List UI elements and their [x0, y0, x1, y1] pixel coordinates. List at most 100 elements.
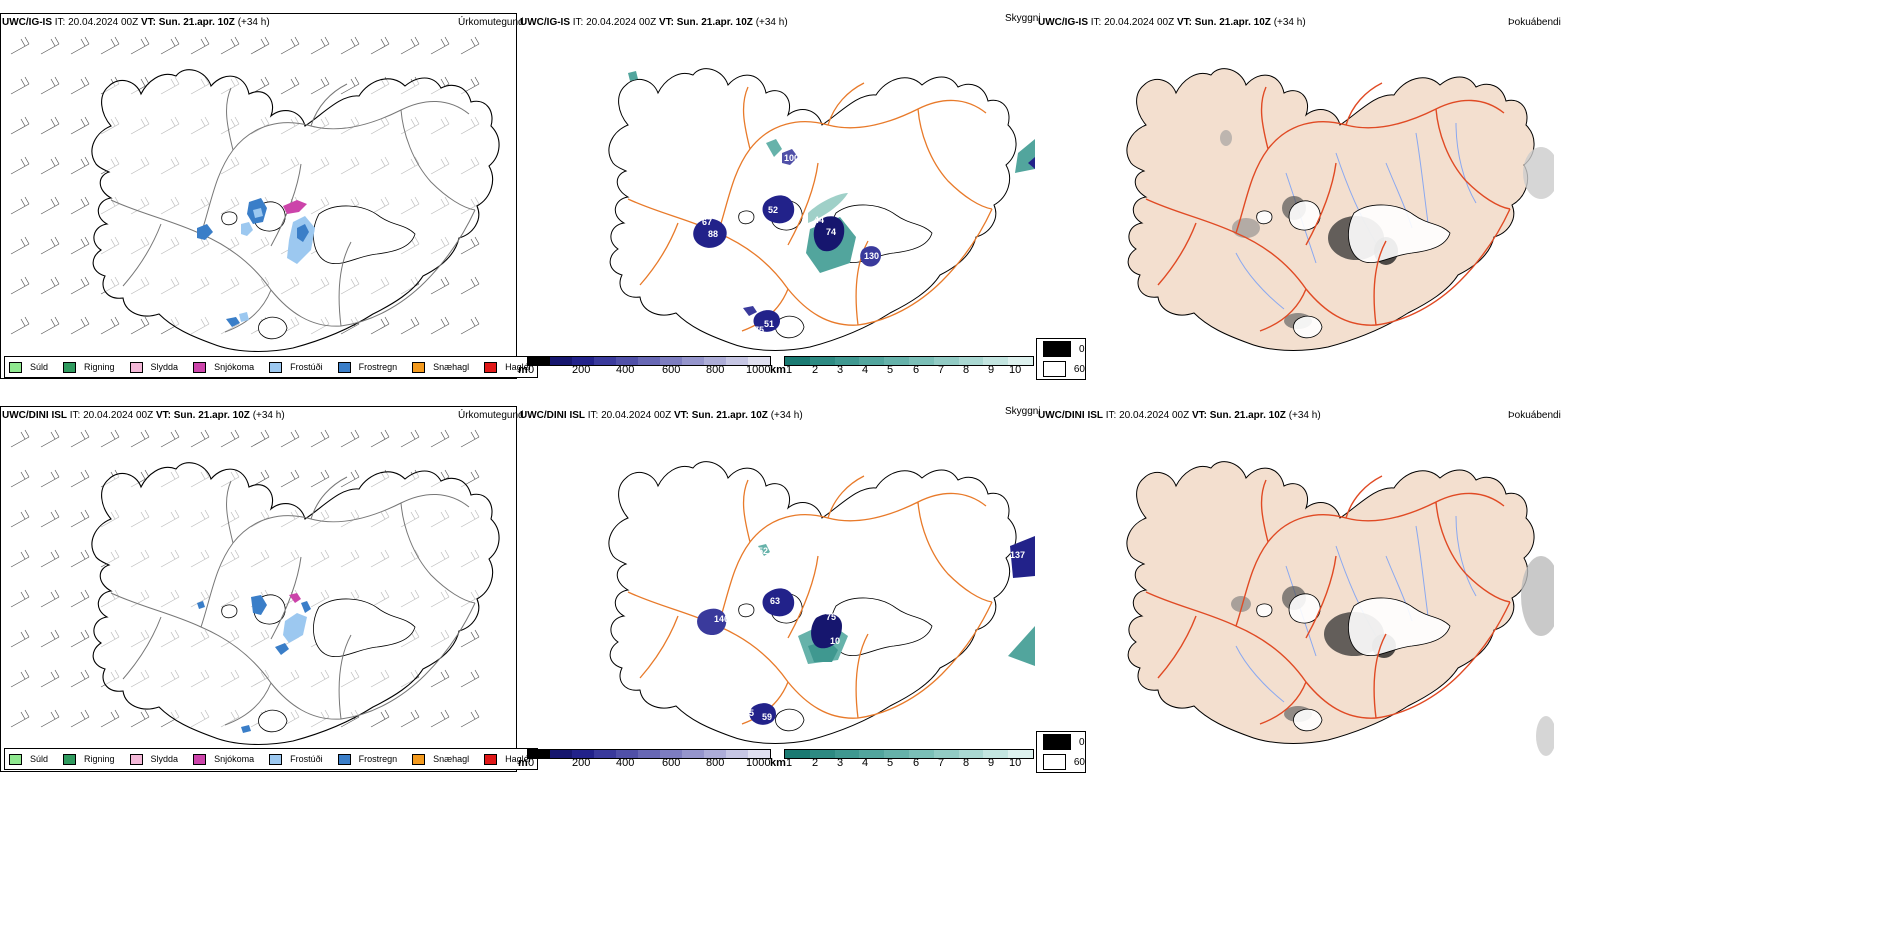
header-dini-cloud: UWC/DINI ISL IT: 20.04.2024 00Z VT: Sun.… — [520, 410, 803, 421]
scale-swatch — [528, 750, 550, 758]
scale-swatch — [983, 357, 1009, 365]
precip-map-igis — [10, 36, 500, 353]
legend-item: Haglél — [484, 753, 531, 765]
cloud-base-areas — [693, 149, 881, 332]
legend-item: Snjókoma — [193, 361, 254, 373]
scale-swatch — [594, 357, 616, 365]
cloud-base-labels: 52 88 74 44 62 130 10 75 51 60 100 67 49 — [702, 131, 879, 335]
scale-swatch — [908, 750, 934, 758]
cloud-label: 49 — [770, 131, 780, 141]
header-igis-fog: UWC/IG-IS IT: 20.04.2024 00Z VT: Sun. 21… — [1038, 17, 1306, 28]
scale-swatch — [884, 750, 909, 758]
scale-swatch — [748, 750, 770, 758]
scale-swatch — [528, 357, 550, 365]
legend-item: Súld — [9, 361, 48, 373]
precip-panel-igis — [0, 13, 517, 379]
cloud-base-labels: 63 75 85 10 146 55 59 137 12 26 52 — [708, 546, 1025, 722]
scale-swatch — [572, 357, 594, 365]
scale-swatch — [1008, 357, 1033, 365]
cloud-base-areas — [697, 536, 1035, 725]
cloud-title: Skyggni — [1005, 406, 1041, 417]
iceland-coastline — [608, 461, 1017, 744]
scale-swatch — [572, 750, 594, 758]
iceland-land — [1126, 461, 1535, 744]
cloud-panel-igis: 52 88 74 44 62 130 10 75 51 60 100 67 49 — [518, 13, 1035, 353]
precip-title: Úrkomutegund — [458, 17, 524, 28]
visibility-scale-igis: km 1 2 3 4 5 6 7 8 9 10 — [770, 355, 1034, 379]
legend-item: Slydda — [129, 753, 178, 765]
fog-map-dini — [1126, 461, 1554, 756]
cloud-label: 67 — [702, 217, 712, 227]
precip-panel-dini — [0, 406, 517, 772]
cloud-label: 59 — [762, 712, 772, 722]
scale-swatch — [809, 357, 835, 365]
legend-item: Frostregn — [337, 361, 397, 373]
scale-swatch — [660, 750, 682, 758]
cloud-label: 44 — [814, 215, 824, 225]
cloud-label: 62 — [758, 227, 768, 237]
cloud-label: 51 — [764, 319, 774, 329]
iceland-coastline — [91, 462, 500, 746]
fog-panel-igis — [1036, 13, 1554, 379]
scale-swatch — [616, 357, 638, 365]
cloud-base-swatches — [527, 356, 771, 366]
fog-title: Þokuábendi — [1508, 17, 1561, 28]
scale-swatch — [704, 357, 726, 365]
legend-item: Haglél — [484, 361, 531, 373]
cloud-label: 75 — [754, 325, 764, 335]
header-igis-cloud: UWC/IG-IS IT: 20.04.2024 00Z VT: Sun. 21… — [520, 17, 788, 28]
scale-swatch — [958, 357, 984, 365]
cloud-base-swatches — [527, 749, 771, 759]
scale-swatch — [809, 750, 835, 758]
header-igis-precip: UWC/IG-IS IT: 20.04.2024 00Z VT: Sun. 21… — [2, 17, 270, 28]
cloud-label: 75 — [826, 612, 836, 622]
legend-item: Frostúði — [269, 361, 323, 373]
cloud-base-scale-igis: m 0 200 400 600 800 1000 — [518, 355, 771, 379]
scale-swatch — [908, 357, 934, 365]
scale-swatch — [859, 750, 885, 758]
scale-swatch — [785, 357, 810, 365]
precip-map-dini — [10, 429, 500, 746]
visibility-swatches — [784, 749, 1034, 759]
header-dini-fog: UWC/DINI ISL IT: 20.04.2024 00Z VT: Sun.… — [1038, 410, 1321, 421]
cloud-label: 146 — [714, 614, 729, 624]
scale-swatch — [933, 357, 959, 365]
legend-item: Frostúði — [269, 753, 323, 765]
legend-item: Rigning — [63, 361, 115, 373]
cloud-label: 52 — [758, 546, 768, 556]
fog-legend-igis: 0 60 — [1036, 338, 1086, 380]
precip-areas — [197, 593, 311, 733]
legend-item: Frostregn — [337, 753, 397, 765]
legend-item: Snæhagl — [412, 361, 469, 373]
cloud-label: 52 — [768, 205, 778, 215]
fog-legend-item: 60 — [1037, 359, 1085, 379]
cloud-label: 55 — [744, 708, 754, 718]
fog-legend-item: 0 — [1037, 339, 1085, 359]
scale-swatch — [859, 357, 885, 365]
cloud-panel-dini: 63 75 85 10 146 55 59 137 12 26 52 — [518, 406, 1035, 746]
legend-item: Rigning — [63, 753, 115, 765]
cloud-label: 130 — [864, 251, 879, 261]
cloud-map-dini: 63 75 85 10 146 55 59 137 12 26 52 — [608, 461, 1035, 744]
cloud-label: 10 — [866, 267, 876, 277]
fog-title: Þokuábendi — [1508, 410, 1561, 421]
cloud-label: 63 — [770, 596, 780, 606]
scale-swatch — [638, 357, 660, 365]
scale-swatch — [726, 750, 748, 758]
scale-swatch — [1008, 750, 1033, 758]
scale-swatch — [884, 357, 909, 365]
cloud-label: 60 — [743, 315, 753, 325]
cloud-base-scale-dini: m 0 200 400 600 800 1000 — [518, 748, 771, 772]
scale-swatch — [660, 357, 682, 365]
legend-item: Snjókoma — [193, 753, 254, 765]
cloud-label: 85 — [814, 601, 824, 611]
scale-swatch — [726, 357, 748, 365]
legend-item: Súld — [9, 753, 48, 765]
iceland-land — [1126, 68, 1535, 351]
scale-swatch — [550, 750, 572, 758]
scale-swatch — [616, 750, 638, 758]
cloud-label: 88 — [708, 229, 718, 239]
fog-panel-dini — [1036, 406, 1554, 772]
cloud-label: 137 — [1010, 550, 1025, 560]
scale-swatch — [834, 357, 860, 365]
